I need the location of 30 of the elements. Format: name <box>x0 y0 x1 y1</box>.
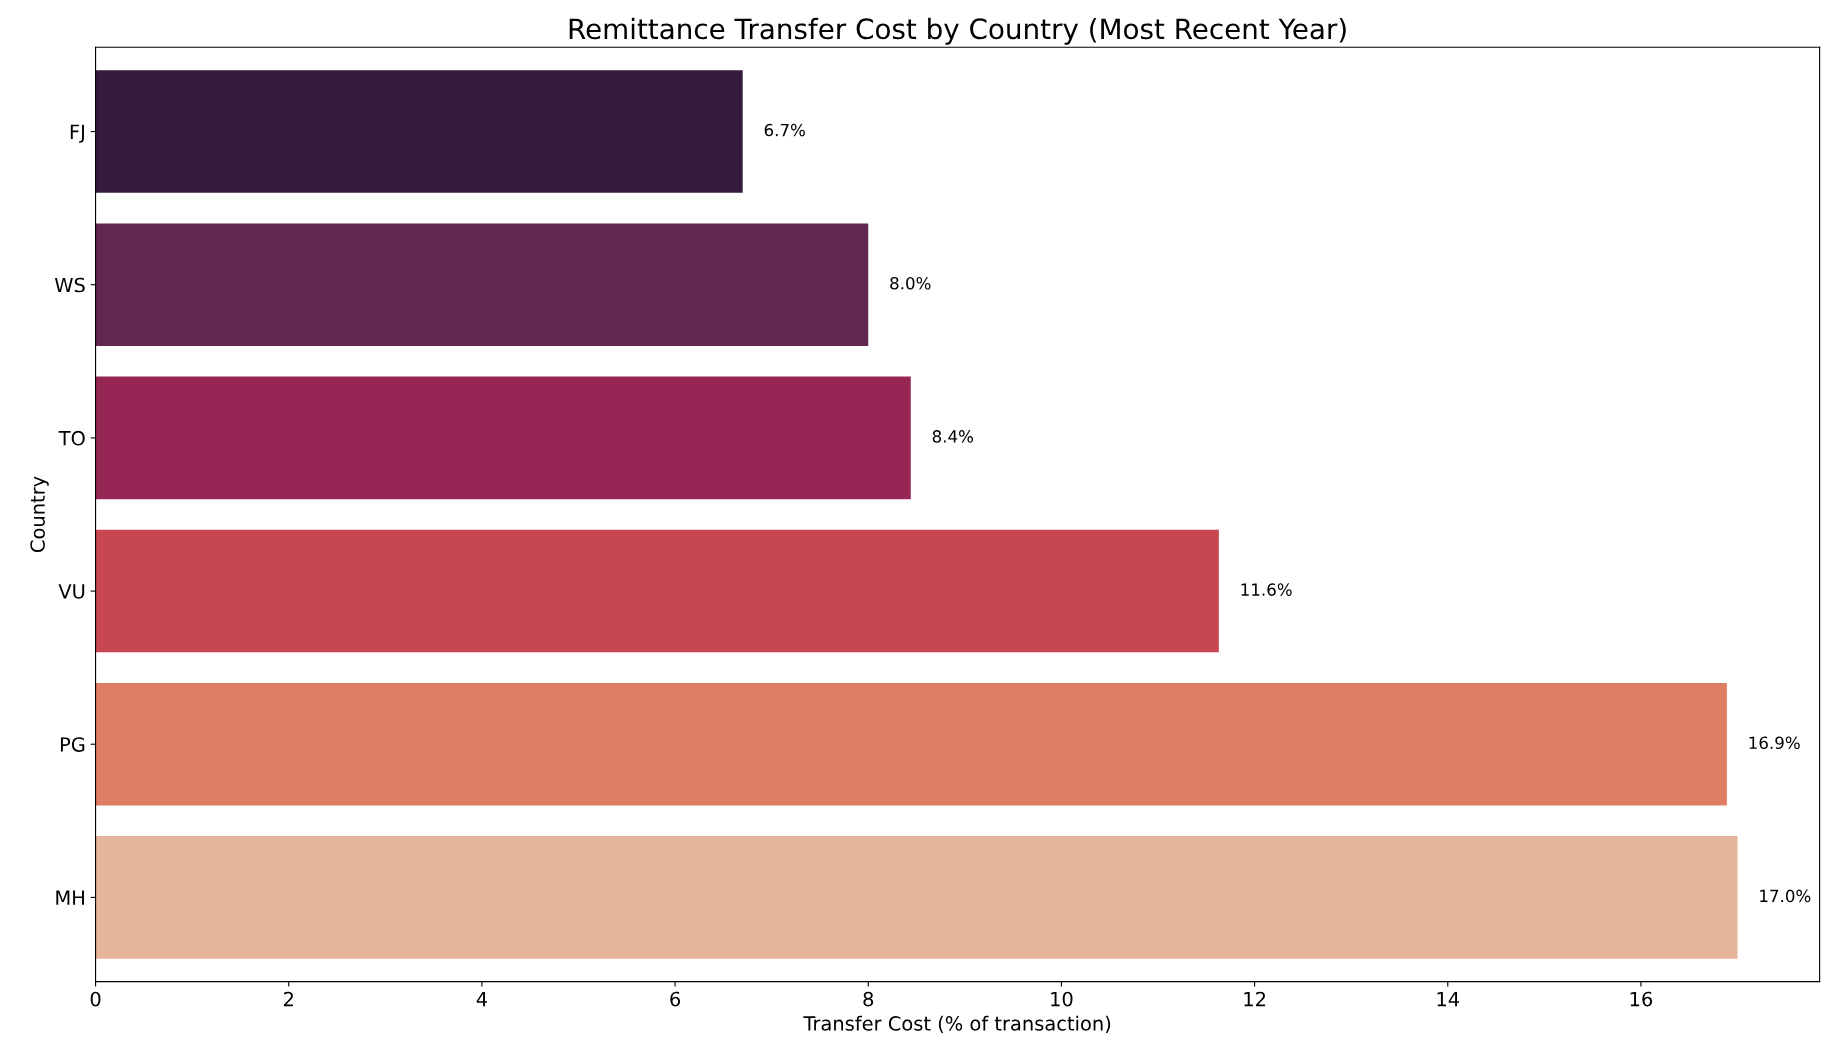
x-axis-title: Transfer Cost (% of transaction) <box>803 1015 1111 1034</box>
x-tick-label: 16 <box>1630 991 1653 1007</box>
data-label: 8.0% <box>890 276 931 290</box>
bar <box>95 376 911 500</box>
x-tick-label: 8 <box>863 991 874 1007</box>
bar <box>95 529 1219 653</box>
x-tick-label: 4 <box>476 991 488 1007</box>
y-tick-label: VU <box>58 584 85 599</box>
bar <box>95 70 743 193</box>
chart-title: Remittance Transfer Cost by Country (Most Recent Year) <box>569 17 1346 45</box>
x-tick-label: 14 <box>1437 991 1460 1007</box>
x-tick-label: 2 <box>283 991 293 1007</box>
data-label: 17.0% <box>1760 889 1811 903</box>
x-tick-label: 6 <box>670 991 681 1007</box>
y-tick-label: PG <box>60 737 85 752</box>
bar <box>95 836 1738 959</box>
data-label: 8.4% <box>932 430 974 443</box>
y-axis-title: Country <box>30 476 49 552</box>
bar <box>95 682 1727 806</box>
y-tick-label: TO <box>58 430 85 446</box>
data-label: 16.9% <box>1749 736 1800 750</box>
x-tick-label: 0 <box>90 991 101 1007</box>
y-tick-label: FJ <box>70 124 84 143</box>
bar <box>95 223 869 346</box>
y-tick-label: MH <box>56 890 84 905</box>
data-label: 11.6% <box>1241 583 1292 596</box>
x-tick-label: 10 <box>1051 991 1073 1007</box>
x-tick-label: 12 <box>1244 991 1266 1007</box>
y-tick-label: WS <box>54 277 85 293</box>
data-label: 6.7% <box>764 123 805 137</box>
